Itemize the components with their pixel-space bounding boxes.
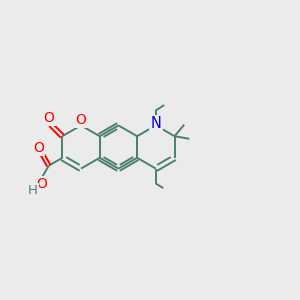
Text: O: O [76, 113, 86, 127]
Text: O: O [37, 177, 47, 191]
Text: O: O [44, 111, 55, 125]
Text: N: N [150, 116, 161, 131]
Text: O: O [33, 141, 44, 155]
Text: H: H [28, 184, 38, 197]
